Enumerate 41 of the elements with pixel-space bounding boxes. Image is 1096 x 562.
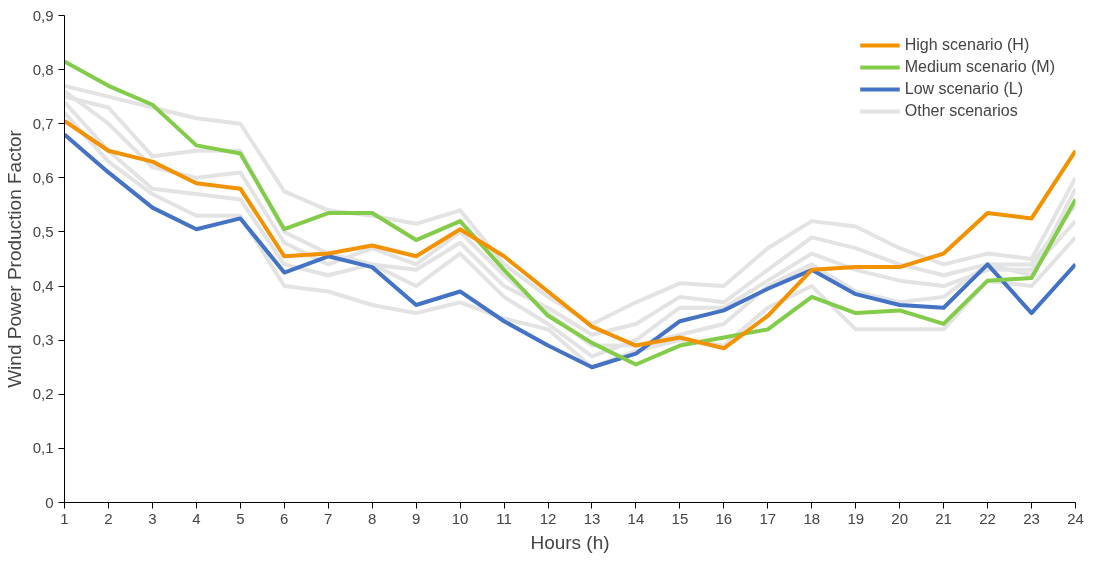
x-tick-label: 6 xyxy=(280,509,289,527)
x-tick-label: 18 xyxy=(803,509,821,527)
y-tick-label: 0,5 xyxy=(32,222,54,240)
legend-label: Other scenarios xyxy=(904,102,1018,120)
y-tick-label: 0,4 xyxy=(32,277,54,295)
x-tick-label: 3 xyxy=(148,509,157,527)
x-tick-label: 23 xyxy=(1023,509,1040,527)
line-series xyxy=(64,59,1076,367)
y-tick-label: 0,3 xyxy=(32,331,54,349)
x-tick-label: 12 xyxy=(539,509,557,527)
y-tick-label: 0,1 xyxy=(32,439,54,457)
x-tick-label: 19 xyxy=(847,509,865,527)
x-tick-label: 21 xyxy=(935,509,952,527)
x-tick-label: 22 xyxy=(979,509,996,527)
x-tick-label: 5 xyxy=(236,509,245,527)
y-tick-label: 0,7 xyxy=(32,114,54,132)
x-tick-label: 9 xyxy=(411,509,421,527)
x-tick-label: 2 xyxy=(104,509,113,527)
x-axis-title: Hours (h) xyxy=(530,531,610,553)
x-tick-label: 17 xyxy=(759,509,777,527)
x-tick-label: 20 xyxy=(891,509,909,527)
x-tick-label: 8 xyxy=(368,509,377,527)
y-tick-label: 0,6 xyxy=(32,168,54,186)
y-axis-title: Wind Power Production Factor xyxy=(3,129,25,388)
legend-label: High scenario (H) xyxy=(904,36,1030,54)
x-tick-label: 10 xyxy=(451,509,469,527)
y-tick-label: 0,2 xyxy=(32,385,54,403)
x-tick-label: 1 xyxy=(60,509,69,527)
x-tick-label: 13 xyxy=(583,509,601,527)
legend-label: Low scenario (L) xyxy=(904,80,1024,98)
x-tick-label: 11 xyxy=(496,509,512,527)
x-tick-label: 16 xyxy=(715,509,733,527)
y-tick-label: 0,9 xyxy=(32,6,54,24)
y-tick-label: 0,8 xyxy=(32,60,54,78)
x-tick-label: 14 xyxy=(627,509,645,527)
x-tick-label: 7 xyxy=(324,509,333,527)
x-tick-label: 4 xyxy=(192,509,201,527)
x-tick-label: 15 xyxy=(671,509,689,527)
x-tick-label: 24 xyxy=(1067,509,1084,527)
legend-label: Medium scenario (M) xyxy=(904,58,1055,76)
y-tick-label: 0 xyxy=(45,493,54,511)
